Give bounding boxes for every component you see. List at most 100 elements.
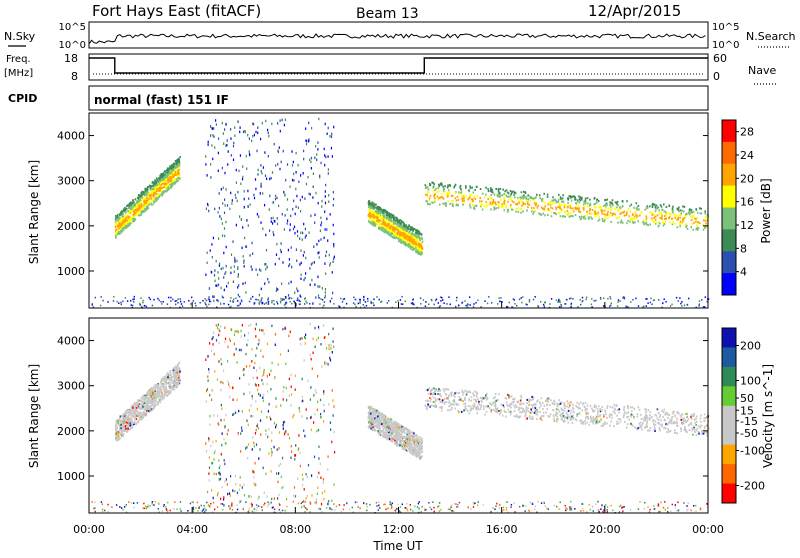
power-echo-cell bbox=[131, 304, 132, 306]
power-echo-cell bbox=[615, 207, 617, 209]
power-echo-cell bbox=[332, 271, 333, 274]
power-echo-cell bbox=[488, 190, 490, 192]
power-colorbar-segment bbox=[722, 251, 736, 273]
power-echo-cell bbox=[232, 300, 233, 303]
power-echo-cell bbox=[208, 296, 209, 298]
power-echo-cell bbox=[136, 214, 138, 216]
power-echo-cell bbox=[224, 235, 225, 238]
power-echo-cell bbox=[162, 175, 164, 177]
power-echo-cell bbox=[265, 120, 266, 123]
power-echo-cell bbox=[236, 181, 237, 184]
power-echo-cell bbox=[428, 199, 430, 201]
velocity-echo-cell bbox=[146, 414, 148, 416]
power-echo-cell bbox=[305, 301, 306, 303]
velocity-echo-cell bbox=[121, 434, 123, 436]
power-echo-cell bbox=[154, 180, 156, 182]
power-echo-cell bbox=[433, 190, 435, 192]
power-echo-cell bbox=[216, 284, 217, 287]
power-echo-cell bbox=[154, 192, 156, 194]
power-echo-cell bbox=[331, 147, 332, 150]
power-echo-cell bbox=[228, 282, 229, 285]
power-echo-cell bbox=[312, 196, 313, 199]
power-echo-cell bbox=[296, 195, 297, 198]
power-echo-cell bbox=[550, 202, 552, 204]
power-echo-cell bbox=[400, 222, 402, 224]
power-echo-cell bbox=[284, 124, 285, 127]
power-echo-cell bbox=[529, 301, 530, 303]
power-echo-cell bbox=[380, 220, 382, 222]
power-echo-cell bbox=[371, 219, 373, 221]
power-echo-cell bbox=[204, 298, 205, 300]
power-echo-cell bbox=[223, 142, 224, 145]
power-echo-cell bbox=[381, 216, 383, 218]
power-echo-cell bbox=[170, 180, 172, 182]
power-echo-cell bbox=[605, 205, 607, 207]
power-echo-cell bbox=[280, 119, 281, 122]
power-echo-cell bbox=[322, 287, 323, 290]
power-echo-cell bbox=[477, 195, 479, 197]
velocity-echo-cell bbox=[115, 426, 117, 428]
power-echo-cell bbox=[298, 181, 299, 184]
velocity-echo-cell bbox=[137, 421, 139, 423]
power-echo-cell bbox=[610, 209, 612, 211]
power-echo-cell bbox=[148, 297, 149, 299]
power-echo-cell bbox=[242, 176, 243, 179]
power-echo-cell bbox=[563, 204, 565, 206]
power-colorbar-label: Power [dB] bbox=[759, 178, 773, 243]
power-echo-cell bbox=[139, 197, 141, 199]
power-echo-cell bbox=[484, 197, 486, 199]
power-echo-cell bbox=[491, 190, 493, 192]
power-echo-cell bbox=[277, 303, 278, 305]
power-echo-cell bbox=[457, 196, 459, 198]
power-echo-cell bbox=[268, 297, 269, 300]
power-echo-cell bbox=[548, 209, 550, 211]
velocity-echo-cell bbox=[158, 391, 160, 393]
velocity-echo-cell bbox=[127, 425, 129, 427]
power-echo-cell bbox=[530, 200, 532, 202]
nsky-line bbox=[89, 34, 705, 44]
power-echo-cell bbox=[681, 210, 683, 212]
power-echo-cell bbox=[602, 213, 604, 215]
power-echo-cell bbox=[289, 258, 290, 261]
power-echo-cell bbox=[261, 185, 262, 188]
power-echo-cell bbox=[469, 296, 470, 298]
power-echo-cell bbox=[160, 301, 161, 303]
power-echo-cell bbox=[165, 179, 167, 181]
power-echo-cell bbox=[450, 304, 451, 306]
power-echo-cell bbox=[246, 168, 247, 171]
power-echo-cell bbox=[405, 243, 407, 245]
power-echo-cell bbox=[139, 303, 140, 305]
power-echo-cell bbox=[146, 192, 148, 194]
power-echo-cell bbox=[388, 221, 390, 223]
power-echo-cell bbox=[158, 177, 160, 179]
power-echo-cell bbox=[240, 183, 241, 186]
power-echo-cell bbox=[280, 301, 281, 304]
power-echo-cell bbox=[129, 221, 131, 223]
power-echo-cell bbox=[527, 195, 529, 197]
power-echo-cell bbox=[302, 196, 303, 199]
power-echo-cell bbox=[222, 202, 223, 205]
velocity-echo-cell bbox=[137, 403, 139, 405]
power-echo-cell bbox=[416, 234, 418, 236]
power-echo-cell bbox=[143, 193, 145, 195]
power-echo-cell bbox=[413, 245, 415, 247]
power-echo-cell bbox=[240, 154, 241, 157]
power-echo-cell bbox=[120, 213, 122, 215]
power-echo-cell bbox=[328, 201, 329, 204]
power-echo-cell bbox=[277, 150, 278, 153]
power-echo-cell bbox=[585, 201, 587, 203]
power-echo-cell bbox=[699, 304, 700, 306]
power-echo-cell bbox=[701, 299, 702, 301]
velocity-echo-cell bbox=[132, 415, 134, 417]
power-echo-cell bbox=[261, 297, 262, 300]
power-echo-cell bbox=[313, 186, 314, 189]
power-echo-cell bbox=[482, 209, 484, 211]
power-echo-cell bbox=[661, 213, 663, 215]
power-echo-cell bbox=[557, 201, 559, 203]
power-echo-cell bbox=[412, 299, 413, 301]
power-echo-cell bbox=[504, 209, 506, 211]
power-echo-cell bbox=[374, 220, 376, 222]
power-echo-cell bbox=[326, 218, 327, 221]
power-echo-cell bbox=[610, 201, 612, 203]
velocity-echo-cell bbox=[169, 382, 171, 384]
